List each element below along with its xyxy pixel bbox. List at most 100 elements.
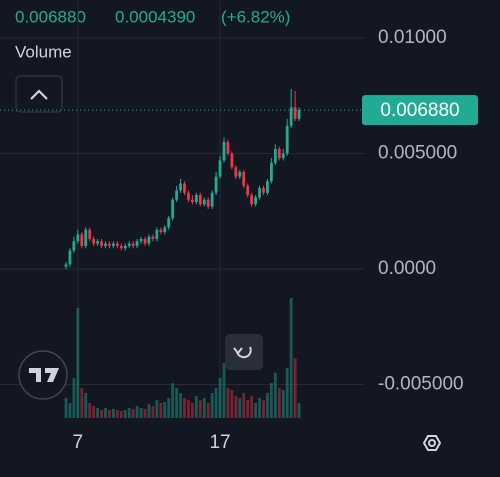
volume-bar	[222, 363, 226, 418]
volume-bar	[175, 388, 178, 418]
volume-bar	[210, 393, 214, 418]
volume-bar	[84, 393, 88, 418]
candle-body	[123, 245, 127, 249]
volume-bar	[179, 393, 182, 418]
reset-arrow	[233, 347, 243, 355]
candle-body	[76, 234, 80, 242]
candle-body	[108, 243, 111, 246]
candle-body	[163, 227, 167, 233]
volume-bar	[80, 388, 84, 418]
volume-bar	[297, 403, 301, 418]
collapse-button[interactable]	[15, 75, 63, 113]
candle-body	[84, 229, 88, 246]
volume-bar	[88, 403, 92, 418]
candle-body	[88, 229, 92, 239]
candle-body	[230, 153, 234, 168]
candle-body	[159, 229, 163, 233]
candle-body	[80, 234, 84, 246]
candle-body	[151, 236, 155, 239]
volume-bar	[171, 383, 175, 418]
y-tick-label: -0.005000	[378, 374, 464, 395]
candle-body	[258, 188, 261, 198]
candle-body	[96, 241, 99, 244]
candle-body	[226, 141, 230, 154]
volume-bar	[143, 409, 147, 418]
volume-bar	[159, 403, 163, 418]
candle-body	[131, 243, 135, 246]
candle-body	[218, 160, 222, 177]
candle-body	[293, 107, 297, 119]
last-price-label: 0.006880	[380, 100, 459, 121]
volume-bar	[202, 398, 206, 418]
candle-body	[262, 188, 265, 193]
tradingview-logo[interactable]	[18, 350, 68, 400]
candle-body	[242, 171, 246, 186]
volume-bar	[96, 408, 99, 418]
volume-bar	[293, 358, 297, 418]
candle-body	[135, 241, 139, 246]
y-tick-label: 0.005000	[378, 143, 457, 164]
candle-body	[202, 199, 206, 205]
volume-bar	[191, 403, 194, 418]
candle-body	[72, 241, 76, 251]
candle-body	[112, 243, 115, 246]
settings-icon	[422, 435, 442, 451]
logo-glyph	[29, 368, 59, 382]
volume-bar	[230, 390, 234, 418]
collapse-button-frame	[15, 75, 63, 113]
candle-body	[281, 153, 285, 159]
candle-body	[179, 183, 182, 191]
candle-body	[285, 125, 289, 154]
volume-bar	[108, 410, 111, 418]
candle-body	[119, 245, 123, 249]
candle-body	[266, 181, 269, 193]
settings-button[interactable]	[422, 435, 442, 451]
candle-body	[171, 199, 175, 219]
candle-body	[250, 195, 254, 205]
reset-button[interactable]	[225, 334, 263, 370]
volume-bar	[194, 396, 198, 418]
candle-body	[64, 264, 68, 267]
volume-bar	[104, 408, 107, 418]
volume-bar	[187, 400, 190, 418]
candle-body	[246, 185, 250, 196]
logo-circle	[18, 350, 68, 400]
volume-bar	[214, 388, 218, 418]
x-tick-label: 7	[73, 432, 84, 453]
volume-bar	[273, 373, 277, 418]
candle-body	[175, 190, 178, 200]
x-tick-label: 17	[209, 432, 230, 453]
volume-bar	[119, 411, 123, 418]
candle-body	[238, 171, 242, 177]
header-change: 0.0004390	[115, 7, 195, 26]
candle-body	[115, 243, 119, 246]
volume-bar	[139, 408, 143, 418]
header-price: 0.006880	[15, 7, 86, 26]
volume-bar	[250, 396, 254, 418]
volume-label: Volume	[15, 42, 72, 61]
volume-bar	[64, 398, 68, 418]
volume-bar	[198, 400, 202, 418]
volume-bar	[68, 403, 72, 418]
chevron-icon	[30, 89, 48, 100]
candle-body	[183, 183, 186, 193]
volume-bar	[76, 308, 80, 418]
candle-body	[143, 238, 147, 244]
candle-body	[194, 195, 198, 203]
volume-bar	[206, 403, 210, 418]
candle-body	[273, 148, 277, 163]
y-tick-label: 0.0000	[378, 258, 436, 279]
candle-body	[155, 229, 159, 239]
volume-bar	[123, 410, 127, 418]
candle-body	[147, 236, 151, 244]
reset-button-frame	[225, 334, 263, 370]
candle-body	[254, 197, 257, 205]
volume-bar	[100, 410, 103, 418]
candle-body	[167, 218, 171, 228]
volume-bar	[262, 400, 265, 418]
candle-body	[104, 243, 107, 246]
candle-body	[289, 107, 293, 126]
candle-body	[191, 199, 194, 203]
plot-area: 0.01000 0.005000 0.0000 -0.005000 7 17 0.00688…	[0, 0, 478, 453]
volume-bar	[277, 388, 281, 418]
